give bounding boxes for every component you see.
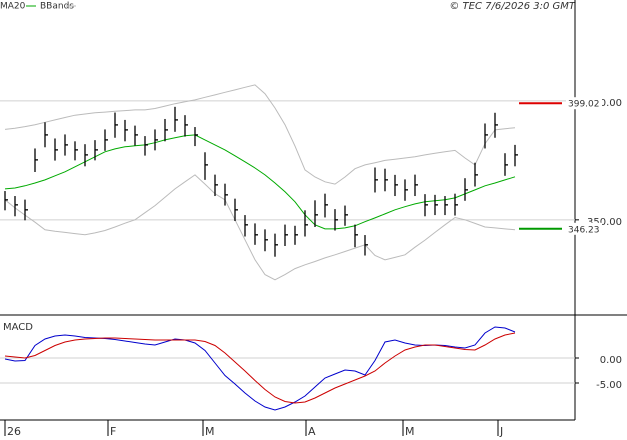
panel-title: MACD (3, 322, 33, 333)
ma-line (4, 134, 516, 230)
x-tick-label: F (110, 425, 116, 438)
y-tick-label: 350.00 (587, 217, 622, 228)
legend-label: MA20 (0, 2, 26, 12)
x-tick-label: J (499, 425, 503, 438)
level-label-bg (566, 222, 602, 235)
x-tick-label: 26 (7, 425, 21, 438)
y-tick-label: 0.00 (600, 355, 622, 366)
copyright: © TEC 7/6/2026 3:0 GMT (449, 1, 576, 12)
level-label: 399.02 (568, 100, 600, 110)
x-tick-label: A (308, 425, 316, 438)
x-tick-label: M (405, 425, 415, 438)
y-tick-label: 400.00 (587, 98, 622, 109)
level-label-bg (566, 97, 602, 110)
x-tick-label: M (205, 425, 215, 438)
y-tick-label: -5.00 (596, 380, 622, 391)
bband-lower (4, 174, 516, 281)
legend-label: BBands (40, 2, 74, 12)
macd-line (4, 332, 516, 404)
level-label: 346.23 (568, 225, 600, 235)
bband-upper (4, 84, 516, 185)
